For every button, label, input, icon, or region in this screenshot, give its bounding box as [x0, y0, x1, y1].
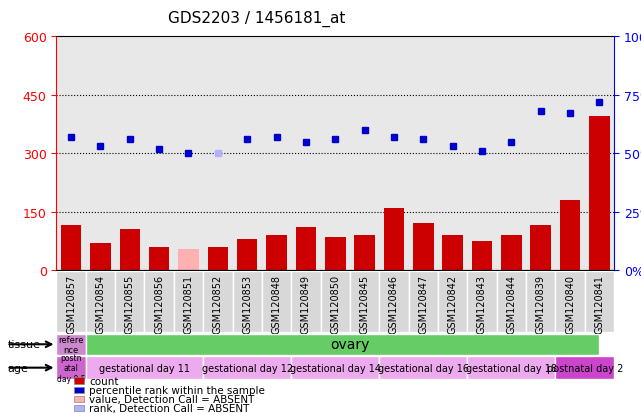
Text: GSM120856: GSM120856	[154, 274, 164, 333]
Text: GSM120842: GSM120842	[447, 274, 458, 333]
Bar	[233, 271, 262, 332]
Text: GSM120839: GSM120839	[536, 274, 545, 333]
Text: gestational day 11: gestational day 11	[99, 363, 190, 373]
Text: postnatal day 2: postnatal day 2	[547, 363, 623, 373]
Bar	[379, 271, 408, 332]
Text: GSM120852: GSM120852	[213, 274, 223, 334]
Bar	[149, 247, 169, 271]
Text: GSM120843: GSM120843	[477, 274, 487, 333]
Bar	[585, 271, 614, 332]
Bar	[86, 271, 115, 332]
Bar	[291, 356, 379, 379]
Text: GSM120850: GSM120850	[330, 274, 340, 333]
Text: gestational day 18: gestational day 18	[466, 363, 557, 373]
Text: GSM120857: GSM120857	[66, 274, 76, 334]
Bar	[325, 237, 345, 271]
Bar	[555, 271, 585, 332]
Bar	[555, 356, 614, 379]
Bar	[237, 240, 258, 271]
Text: postn
atal
day 0.5: postn atal day 0.5	[57, 353, 85, 382]
Bar	[379, 356, 467, 379]
Text: refere
nce: refere nce	[58, 335, 84, 354]
Text: GSM120855: GSM120855	[125, 274, 135, 334]
Bar	[56, 271, 86, 332]
Bar	[296, 228, 316, 271]
Text: GDS2203 / 1456181_at: GDS2203 / 1456181_at	[168, 10, 345, 26]
Bar	[144, 271, 174, 332]
Bar	[497, 271, 526, 332]
Bar	[178, 249, 199, 271]
Text: gestational day 16: gestational day 16	[378, 363, 469, 373]
Bar	[203, 356, 291, 379]
Text: GSM120841: GSM120841	[594, 274, 604, 333]
Bar	[208, 247, 228, 271]
Bar	[203, 271, 233, 332]
Bar	[467, 356, 555, 379]
Text: gestational day 12: gestational day 12	[202, 363, 293, 373]
Bar	[56, 334, 86, 355]
Text: GSM120851: GSM120851	[183, 274, 194, 333]
Text: GSM120846: GSM120846	[389, 274, 399, 333]
Bar	[61, 226, 81, 271]
Text: value, Detection Call = ABSENT: value, Detection Call = ABSENT	[89, 394, 254, 404]
Text: GSM120848: GSM120848	[272, 274, 281, 333]
Bar	[531, 226, 551, 271]
Bar	[467, 271, 497, 332]
Text: GSM120854: GSM120854	[96, 274, 105, 333]
Bar	[86, 356, 203, 379]
Bar	[291, 271, 320, 332]
Bar	[442, 235, 463, 271]
Text: tissue: tissue	[8, 339, 40, 349]
Bar	[56, 356, 86, 379]
Bar	[174, 271, 203, 332]
Text: GSM120849: GSM120849	[301, 274, 311, 333]
Text: GSM120845: GSM120845	[360, 274, 370, 333]
Bar	[438, 271, 467, 332]
Bar	[115, 271, 144, 332]
Bar	[413, 224, 433, 271]
Bar	[526, 271, 555, 332]
Bar	[320, 271, 350, 332]
Bar	[408, 271, 438, 332]
Text: GSM120840: GSM120840	[565, 274, 575, 333]
Bar	[354, 235, 375, 271]
Text: percentile rank within the sample: percentile rank within the sample	[89, 385, 265, 395]
Text: GSM120847: GSM120847	[419, 274, 428, 333]
Text: GSM120853: GSM120853	[242, 274, 252, 333]
Bar	[501, 235, 522, 271]
Bar	[472, 241, 492, 271]
Text: ovary: ovary	[330, 337, 370, 351]
Bar	[589, 117, 610, 271]
Text: GSM120844: GSM120844	[506, 274, 517, 333]
Bar	[262, 271, 291, 332]
Bar	[350, 271, 379, 332]
Text: count: count	[89, 376, 119, 386]
Bar	[560, 201, 580, 271]
Text: age: age	[8, 363, 29, 373]
Bar	[119, 230, 140, 271]
Bar	[266, 235, 287, 271]
Bar	[384, 208, 404, 271]
Bar	[90, 243, 111, 271]
Text: gestational day 14: gestational day 14	[290, 363, 381, 373]
Text: rank, Detection Call = ABSENT: rank, Detection Call = ABSENT	[89, 403, 249, 413]
